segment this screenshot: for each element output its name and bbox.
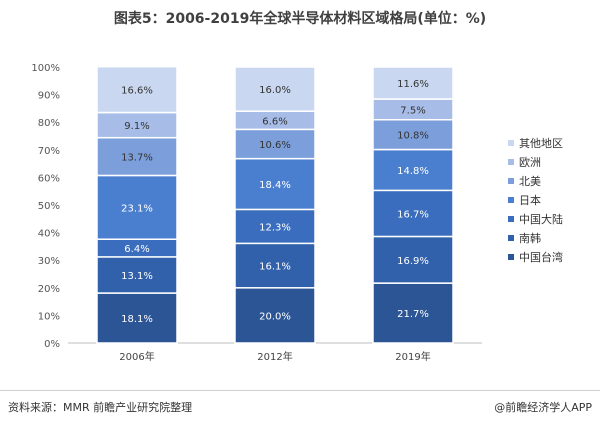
data-label: 6.6%	[262, 116, 287, 127]
stacked-bar-chart: 0% 10% 20% 30% 40% 50% 60% 70% 80% 90% 100% 18.1% 13…	[31, 63, 563, 363]
y-tick-label: 40%	[38, 229, 60, 240]
data-label: 20.0%	[259, 311, 291, 322]
data-label: 6.4%	[124, 244, 149, 255]
y-tick-label: 50%	[38, 201, 60, 212]
y-tick-label: 60%	[38, 173, 60, 184]
bar-segment	[372, 189, 454, 238]
y-tick-label: 20%	[38, 284, 60, 295]
bar-segment	[234, 242, 316, 289]
bar-segment	[96, 174, 178, 240]
legend-label: 中国台湾	[519, 250, 563, 264]
data-label: 16.1%	[259, 262, 291, 273]
legend-swatch	[508, 216, 514, 222]
bar-segment	[234, 128, 316, 160]
bar-segment	[372, 235, 454, 284]
data-label: 23.1%	[121, 203, 153, 214]
bar-segment	[372, 282, 454, 344]
legend-swatch	[508, 254, 514, 260]
x-tick-label: 2019年	[395, 350, 430, 363]
legend-label: 其他地区	[519, 137, 563, 150]
legend-label: 日本	[519, 193, 541, 207]
data-label: 18.1%	[121, 314, 153, 325]
data-label: 18.4%	[259, 180, 291, 191]
data-label: 10.8%	[397, 131, 429, 142]
data-label: 12.3%	[259, 222, 291, 233]
legend-swatch	[508, 178, 514, 184]
data-label: 14.8%	[397, 166, 429, 177]
bar-segment	[234, 66, 316, 112]
chart-title: 图表5：2006-2019年全球半导体材料区域格局(单位：%)	[113, 11, 487, 27]
y-tick-label: 90%	[38, 91, 60, 102]
legend-swatch	[508, 140, 514, 146]
legend-label: 欧洲	[519, 156, 541, 169]
data-label: 16.9%	[397, 256, 429, 267]
bar-segment	[96, 136, 178, 177]
bar-segment	[234, 208, 316, 245]
bar-segment	[234, 157, 316, 211]
data-label: 16.6%	[121, 86, 153, 97]
data-label: 7.5%	[400, 105, 425, 116]
y-tick-label: 70%	[38, 146, 60, 157]
legend-label: 中国大陆	[519, 212, 563, 226]
data-label: 16.7%	[397, 209, 429, 220]
bar-segment	[96, 256, 178, 294]
data-label: 13.7%	[121, 153, 153, 164]
data-label: 9.1%	[124, 121, 149, 132]
y-tick-label: 80%	[38, 118, 60, 129]
bar-segment	[96, 111, 178, 139]
data-label: 13.1%	[121, 271, 153, 282]
data-label: 21.7%	[397, 309, 429, 320]
bar-segment	[96, 292, 178, 344]
y-tick-label: 10%	[38, 311, 60, 322]
source-note: 资料来源：MMR 前瞻产业研究院整理	[8, 401, 193, 414]
x-tick-label: 2006年	[119, 350, 154, 363]
y-tick-label: 30%	[38, 256, 60, 267]
bar-segment	[372, 118, 454, 151]
legend-swatch	[508, 197, 514, 203]
legend-swatch	[508, 235, 514, 241]
legend-label: 北美	[519, 175, 541, 188]
legend-label: 南韩	[519, 231, 541, 245]
bar-segment	[372, 148, 454, 192]
data-label: 11.6%	[397, 79, 429, 90]
x-tick-label: 2012年	[257, 350, 292, 363]
y-tick-label: 100%	[31, 63, 60, 74]
footer: 资料来源：MMR 前瞻产业研究院整理 @前瞻经济学人APP	[0, 390, 600, 421]
bar-segment	[234, 287, 316, 344]
legend-swatch	[508, 159, 514, 165]
y-tick-label: 0%	[44, 339, 60, 350]
data-label: 16.0%	[259, 85, 291, 96]
data-label: 10.6%	[259, 140, 291, 151]
bar-segment	[372, 66, 454, 100]
bar-segment	[96, 65, 178, 114]
brand-credit: @前瞻经济学人APP	[494, 401, 592, 414]
